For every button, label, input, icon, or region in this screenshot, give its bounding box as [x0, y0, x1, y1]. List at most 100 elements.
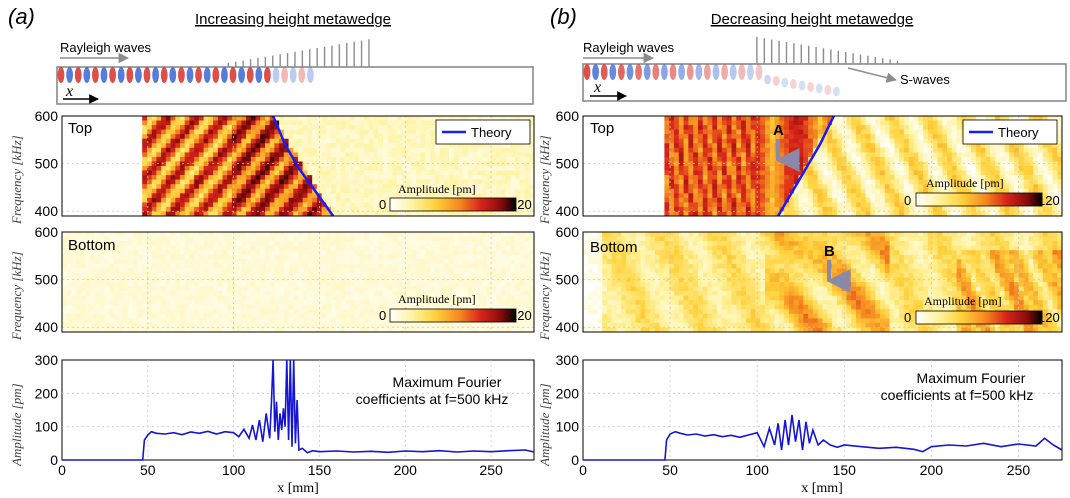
heat-cell: [198, 193, 204, 199]
heat-cell: [822, 120, 828, 126]
heat-cell: [165, 259, 171, 265]
heat-cell: [529, 286, 535, 292]
heat-cell: [321, 170, 327, 176]
heat-cell: [387, 179, 393, 185]
heat-cell: [208, 322, 214, 328]
heat-cell: [279, 197, 285, 203]
heat-cell: [184, 259, 190, 265]
heat-cell: [411, 152, 417, 158]
heat-cell: [477, 175, 483, 180]
heat-cell: [312, 291, 318, 296]
heat-cell: [505, 254, 511, 260]
heat-cell: [293, 250, 299, 256]
heat-cell: [416, 232, 422, 237]
heat-cell: [194, 309, 200, 315]
heat-cell: [430, 211, 436, 217]
heat-cell: [151, 309, 157, 315]
heat-cell: [246, 327, 252, 333]
heat-cell: [430, 193, 436, 199]
heat-cell: [80, 241, 86, 246]
heat-cell: [62, 250, 68, 256]
heat-cell: [501, 179, 507, 185]
heat-cell: [241, 254, 247, 260]
heat-cell: [349, 250, 355, 256]
heat-cell: [307, 327, 313, 333]
heat-cell: [693, 197, 699, 203]
heat-cell: [789, 120, 795, 126]
heat-cell: [472, 161, 478, 167]
heat-cell: [265, 327, 271, 333]
heat-cell: [406, 300, 412, 306]
heat-cell: [373, 300, 379, 306]
heat-cell: [236, 202, 242, 208]
panel-b-wave-pattern: [583, 64, 840, 97]
heat-cell: [85, 318, 91, 324]
heat-cell: [222, 318, 228, 324]
heat-cell: [265, 318, 271, 324]
wave-lobe: [772, 76, 780, 86]
heat-cell: [335, 236, 341, 242]
heat-cell: [387, 286, 393, 292]
heat-cell: [425, 272, 431, 278]
heat-cell: [335, 245, 341, 251]
heat-cell: [217, 291, 223, 296]
heat-cell: [321, 179, 327, 185]
heat-cell: [165, 268, 171, 274]
heat-cell: [331, 304, 337, 310]
heat-cell: [302, 245, 308, 251]
heat-cell: [364, 322, 370, 328]
heat-cell: [288, 272, 294, 278]
heat-cell: [165, 179, 171, 185]
heat-cell: [217, 206, 223, 212]
heat-cell: [260, 309, 266, 315]
heat-cell: [165, 232, 171, 237]
heat-cell: [664, 166, 670, 171]
heat-cell: [397, 268, 403, 274]
heat-cell: [760, 197, 766, 203]
heat-cell: [345, 166, 351, 171]
heat-cell: [359, 166, 365, 171]
heat-cell: [515, 175, 521, 180]
heat-cell: [486, 291, 492, 296]
heat-cell: [765, 161, 771, 167]
heat-cell: [373, 175, 379, 180]
heat-cell: [515, 313, 521, 319]
heat-cell: [769, 156, 775, 162]
heat-cell: [453, 143, 459, 149]
heat-cell: [180, 259, 186, 265]
heat-cell: [444, 156, 450, 162]
heat-cell: [151, 161, 157, 167]
heat-cell: [213, 184, 219, 190]
heat-cell: [269, 254, 275, 260]
heat-cell: [137, 259, 143, 265]
heat-cell: [430, 254, 436, 260]
heat-cell: [359, 327, 365, 333]
heat-cell: [151, 134, 157, 140]
heat-cell: [817, 193, 823, 199]
heat-cell: [104, 286, 110, 292]
heat-cell: [222, 236, 228, 242]
heat-cell: [817, 202, 823, 208]
heat-cell: [378, 202, 384, 208]
heat-cell: [255, 120, 261, 126]
heat-cell: [741, 156, 747, 162]
heat-cell: [416, 236, 422, 242]
heat-cell: [798, 116, 804, 121]
heat-cell: [515, 241, 521, 246]
heat-cell: [250, 241, 256, 246]
heat-cell: [793, 193, 799, 199]
heat-cell: [340, 241, 346, 246]
heat-cell: [364, 245, 370, 251]
heat-cell: [707, 184, 713, 190]
heat-cell: [331, 179, 337, 185]
heat-cell: [298, 282, 304, 287]
heat-cell: [397, 250, 403, 256]
heat-cell: [255, 263, 261, 269]
heat-cell: [321, 161, 327, 167]
heat-cell: [726, 147, 732, 153]
heat-cell: [789, 129, 795, 135]
heat-cell: [326, 134, 332, 140]
heat-cell: [430, 245, 436, 251]
heat-cell: [769, 125, 775, 130]
